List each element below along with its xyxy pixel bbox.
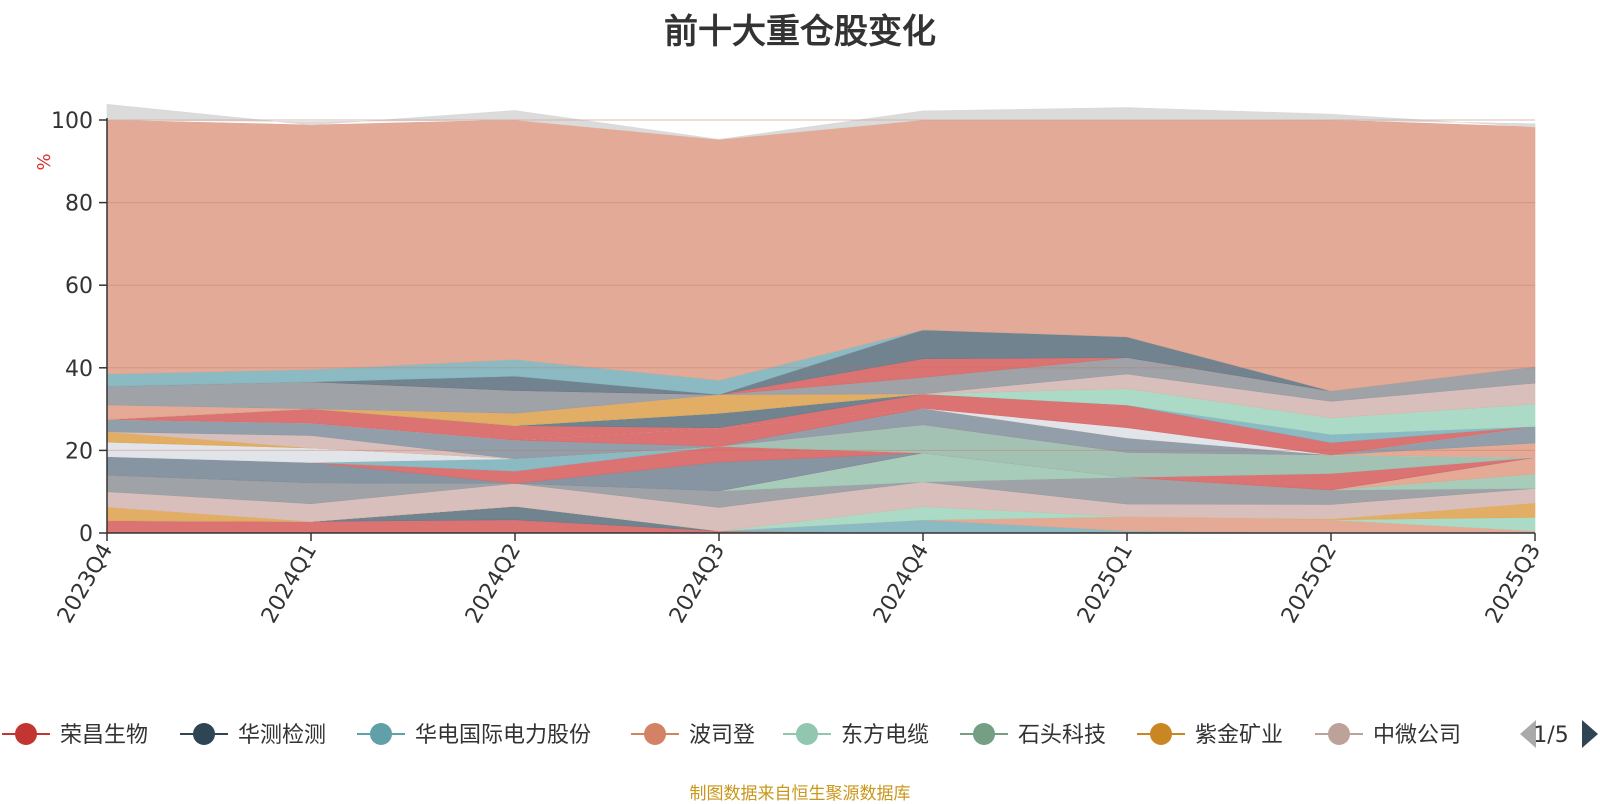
legend-next-page-icon[interactable]: [1582, 720, 1598, 748]
chart-title: 前十大重仓股变化: [664, 12, 936, 52]
y-tick-label: 0: [79, 522, 93, 547]
legend-marker-icon: [1150, 723, 1172, 745]
y-tick-label: 20: [65, 439, 93, 464]
legend-item-label: 东方电缆: [841, 723, 929, 748]
area-series-33: [106, 103, 1536, 140]
legend-item-label: 波司登: [689, 723, 755, 748]
x-tick-label: 2025Q1: [1073, 540, 1138, 628]
legend-marker-icon: [644, 723, 666, 745]
area-series-group: [106, 103, 1536, 534]
x-tick-label: 2023Q4: [53, 540, 118, 628]
area-series-32: [106, 119, 1536, 392]
legend-prev-page-icon[interactable]: [1520, 720, 1536, 748]
y-tick-label: 100: [51, 109, 93, 134]
legend-marker-icon: [1328, 723, 1350, 745]
legend-marker-icon: [370, 723, 392, 745]
legend-item-label: 华测检测: [238, 723, 326, 748]
x-tick-label: 2025Q3: [1481, 540, 1546, 628]
y-tick-label: 80: [65, 192, 93, 217]
data-source-note: 制图数据来自恒生聚源数据库: [689, 784, 911, 804]
legend-item-label: 荣昌生物: [60, 723, 148, 748]
x-tick-label: 2024Q1: [257, 540, 322, 628]
legend-item-label: 紫金矿业: [1195, 723, 1283, 748]
legend-item-label: 中微公司: [1373, 723, 1461, 748]
y-axis-unit-label: %: [34, 153, 55, 170]
legend-marker-icon: [973, 723, 995, 745]
x-tick-label: 2024Q2: [461, 540, 526, 628]
x-tick-label: 2024Q4: [869, 540, 934, 628]
legend: 荣昌生物 华测检测 华电国际电力股份 波司登 东方电缆 石头科技 紫金矿业 中微公司 1/5: [2, 720, 1598, 748]
y-tick-label: 40: [65, 357, 93, 382]
legend-item-label: 石头科技: [1018, 723, 1106, 748]
legend-item-label: 华电国际电力股份: [415, 723, 591, 748]
legend-marker-icon: [193, 723, 215, 745]
legend-page-indicator: 1/5: [1533, 723, 1568, 748]
legend-marker-icon: [15, 723, 37, 745]
y-tick-label: 60: [65, 274, 93, 299]
legend-marker-icon: [796, 723, 818, 745]
x-tick-label: 2024Q3: [665, 540, 730, 628]
x-tick-label: 2025Q2: [1277, 540, 1342, 628]
